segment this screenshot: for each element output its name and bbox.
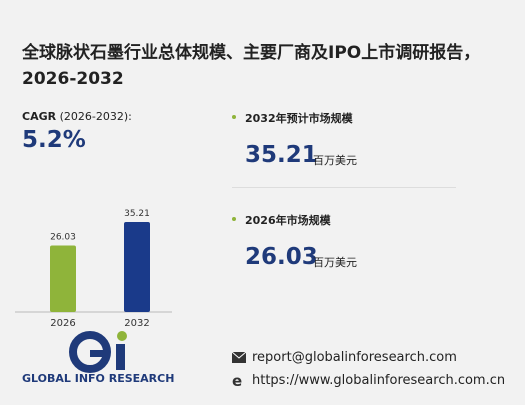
logo-g-bar	[90, 350, 108, 357]
stat-value: 35.21	[245, 142, 318, 168]
svg-text:e: e	[232, 374, 242, 388]
logo-mark	[69, 331, 127, 373]
stat-value: 26.03	[245, 244, 318, 270]
email[interactable]: report@globalinforesearch.com	[252, 350, 457, 365]
logo-i	[116, 344, 125, 370]
logo-text: GLOBAL INFO RESEARCH	[22, 372, 175, 385]
bullet	[232, 217, 236, 221]
bar-chart: 26.03 2026 35.21 2032	[15, 209, 172, 329]
bar	[50, 245, 76, 312]
stat-label: 2032年预计市场规模	[245, 112, 353, 125]
x-tick-label: 2026	[50, 318, 75, 329]
cagr-heading: CAGR (2026-2032):	[22, 110, 132, 123]
x-tick-label: 2032	[124, 318, 149, 329]
web-icon: e	[232, 374, 242, 388]
cagr-label: CAGR	[22, 110, 57, 123]
value-label: 26.03	[50, 232, 76, 242]
stat-label: 2026年市场规模	[245, 214, 331, 227]
report-title: 全球脉状石墨行业总体规模、主要厂商及IPO上市调研报告，2026-2032	[22, 43, 481, 89]
cagr-value: 5.2%	[22, 127, 86, 153]
logo-dot	[117, 331, 127, 341]
stat-unit: 百万美元	[313, 256, 357, 269]
email-icon	[232, 352, 246, 363]
website[interactable]: https://www.globalinforesearch.com.cn	[252, 373, 506, 388]
divider	[232, 187, 456, 188]
value-label: 35.21	[124, 209, 150, 219]
stat-unit: 百万美元	[313, 154, 357, 167]
cagr-period: (2026-2032):	[59, 110, 132, 123]
bar	[124, 222, 150, 312]
bullet	[232, 115, 236, 119]
